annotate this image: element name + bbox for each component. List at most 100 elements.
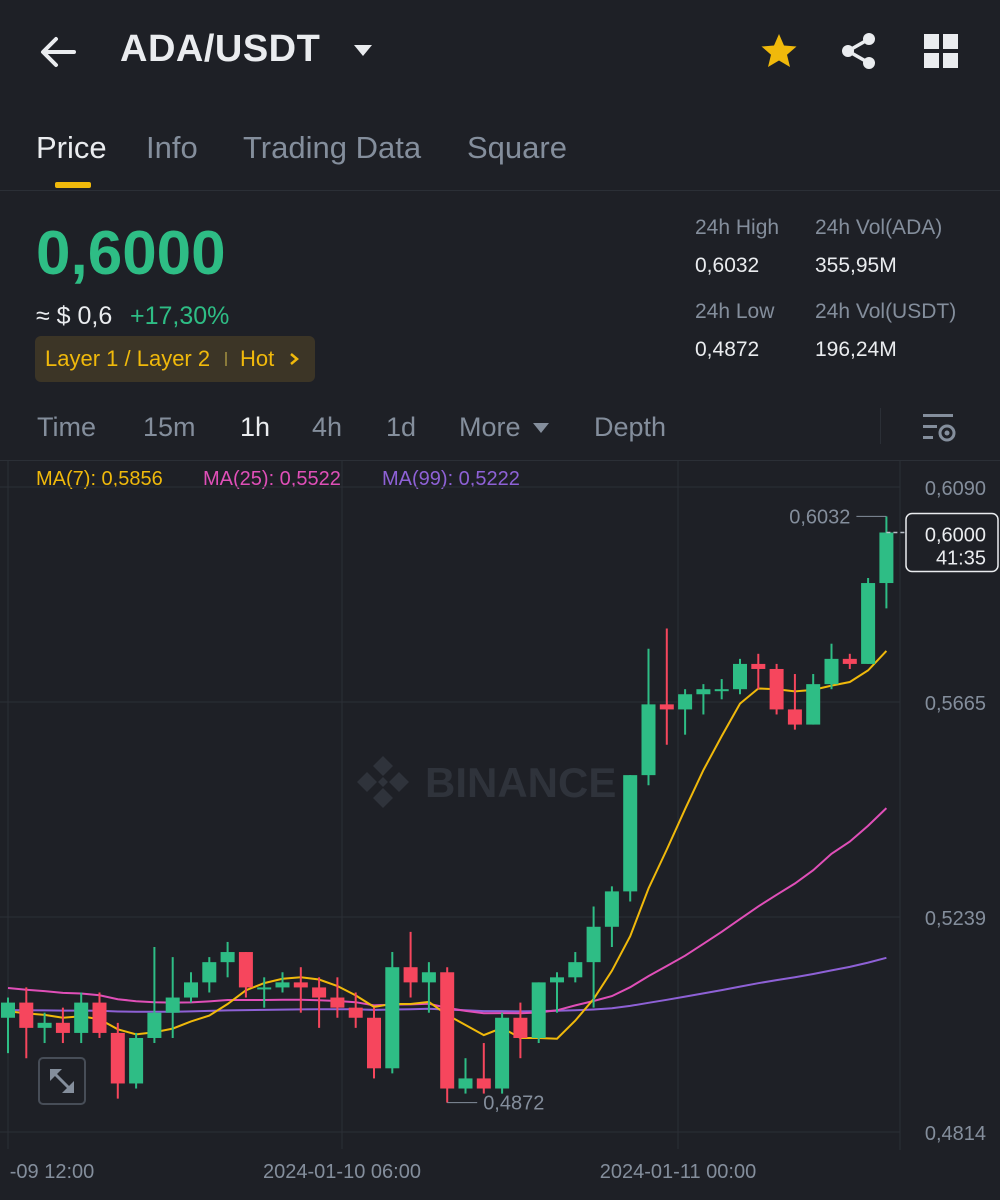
- binance-logo-icon: [357, 756, 409, 808]
- candle-body: [55, 1022, 70, 1033]
- candle-body: [293, 982, 308, 988]
- expand-chart-button[interactable]: [38, 1057, 86, 1105]
- candle-body: [202, 962, 217, 983]
- candle-body: [367, 1017, 381, 1069]
- candle-body: [348, 1007, 363, 1018]
- tab-square[interactable]: Square: [467, 130, 567, 165]
- high-marker-label: 0,6032: [789, 506, 850, 528]
- tab-trading-data[interactable]: Trading Data: [243, 130, 422, 165]
- interval-1d[interactable]: 1d: [386, 412, 417, 442]
- candle-body: [19, 1002, 34, 1028]
- chart-top-border: [0, 460, 1000, 461]
- stat-high-value: 0,6032: [695, 254, 760, 277]
- top-bar: ADA/USDT: [0, 0, 1000, 105]
- candle-body: [184, 982, 198, 998]
- expand-icon: [49, 1068, 75, 1094]
- more-caret-down-icon[interactable]: [532, 422, 550, 434]
- share-icon[interactable]: [838, 30, 880, 72]
- candle-body: [769, 668, 784, 710]
- candle-body: [879, 532, 894, 584]
- ma7-legend: MA(7): 0,5856: [36, 468, 163, 490]
- pair-title[interactable]: ADA/USDT: [120, 28, 321, 70]
- candle-body: [312, 987, 327, 998]
- grid-menu-icon[interactable]: [920, 30, 962, 72]
- tag-divider: [225, 352, 227, 366]
- ma25-legend: MA(25): 0,5522: [203, 468, 341, 490]
- stat-high-label: 24h High: [695, 216, 780, 239]
- stat-vol-quote-label: 24h Vol(USDT): [815, 300, 957, 323]
- candle-body: [568, 962, 583, 978]
- y-axis: 0,6090 0,5665 0,5239 0,4814: [925, 478, 986, 1145]
- candle-body: [37, 1022, 52, 1028]
- interval-15m[interactable]: 15m: [143, 412, 196, 442]
- y-tick-label: 0,5239: [925, 908, 986, 930]
- caret-down-icon[interactable]: [352, 40, 374, 60]
- binance-watermark: BINANCE: [357, 756, 616, 808]
- low-marker-label: 0,4872: [483, 1093, 544, 1115]
- candle-body: [92, 1002, 107, 1033]
- favorite-star-icon[interactable]: [758, 30, 800, 72]
- candle-body: [275, 982, 290, 988]
- interval-divider: [880, 408, 881, 444]
- candles: [1, 516, 894, 1103]
- category-tag-label: Layer 1 / Layer 2: [45, 346, 211, 371]
- candle-body: [147, 1012, 162, 1038]
- x-tick-label: 2024-01-10 06:00: [263, 1161, 421, 1183]
- candle-body: [513, 1017, 528, 1038]
- candle-body: [476, 1078, 491, 1089]
- stat-vol-base-value: 355,95M: [815, 254, 897, 277]
- candle-body: [641, 704, 656, 776]
- candle-body: [165, 997, 180, 1013]
- candle-body: [678, 694, 693, 710]
- category-tag[interactable]: Layer 1 / Layer 2 Hot: [35, 336, 315, 382]
- interval-bar: Time 15m 1h 4h 1d More Depth: [0, 400, 1000, 455]
- candle-body: [861, 583, 876, 664]
- y-tick-label: 0,4814: [925, 1123, 986, 1145]
- candle-body: [257, 987, 272, 990]
- interval-depth[interactable]: Depth: [594, 412, 667, 442]
- x-tick-label: 2024-01-11 00:00: [600, 1161, 756, 1183]
- candle-body: [458, 1078, 473, 1089]
- stat-vol-base-label: 24h Vol(ADA): [815, 216, 943, 239]
- candle-body: [403, 967, 418, 983]
- candle-body: [129, 1037, 144, 1084]
- candle-body: [842, 658, 857, 664]
- candle-body: [110, 1032, 125, 1084]
- candle-body: [824, 658, 839, 685]
- y-tick-label: 0,6090: [925, 478, 986, 500]
- candle-body: [806, 684, 821, 725]
- stat-low-value: 0,4872: [695, 338, 760, 361]
- candle-body: [385, 967, 400, 1069]
- candle-body: [623, 775, 638, 892]
- y-tick-label: 0,5665: [925, 693, 986, 715]
- ma99-legend: MA(99): 0,5222: [382, 468, 520, 490]
- back-arrow-icon[interactable]: [36, 30, 80, 74]
- chart-settings-icon[interactable]: [918, 408, 960, 448]
- chevron-right-icon: [290, 353, 299, 365]
- candle-body: [733, 663, 747, 690]
- main-tabs: Price Info Trading Data Square: [0, 118, 1000, 191]
- candle-body: [74, 1002, 89, 1033]
- candle-body: [238, 952, 253, 988]
- interval-1h[interactable]: 1h: [240, 412, 271, 442]
- interval-4h[interactable]: 4h: [312, 412, 343, 442]
- tab-price[interactable]: Price: [36, 130, 107, 165]
- candle-body: [1, 1002, 15, 1018]
- candle-body: [440, 972, 455, 1089]
- candle-body: [604, 891, 619, 927]
- interval-time[interactable]: Time: [37, 412, 96, 442]
- candle-countdown: 41:35: [936, 547, 986, 569]
- approx-usd-price: ≈ $ 0,6: [36, 302, 113, 330]
- candle-body: [330, 997, 345, 1008]
- candle-body: [495, 1017, 510, 1089]
- price-change-percent: +17,30%: [130, 302, 230, 330]
- current-price-label: 0,6000: [925, 524, 986, 546]
- tab-info[interactable]: Info: [146, 130, 198, 165]
- candle-body: [421, 972, 436, 983]
- interval-more[interactable]: More: [459, 412, 521, 442]
- candle-body: [696, 689, 711, 695]
- candle-body: [586, 926, 601, 963]
- x-axis: -09 12:00 2024-01-10 06:00 2024-01-11 00:0…: [10, 1161, 756, 1183]
